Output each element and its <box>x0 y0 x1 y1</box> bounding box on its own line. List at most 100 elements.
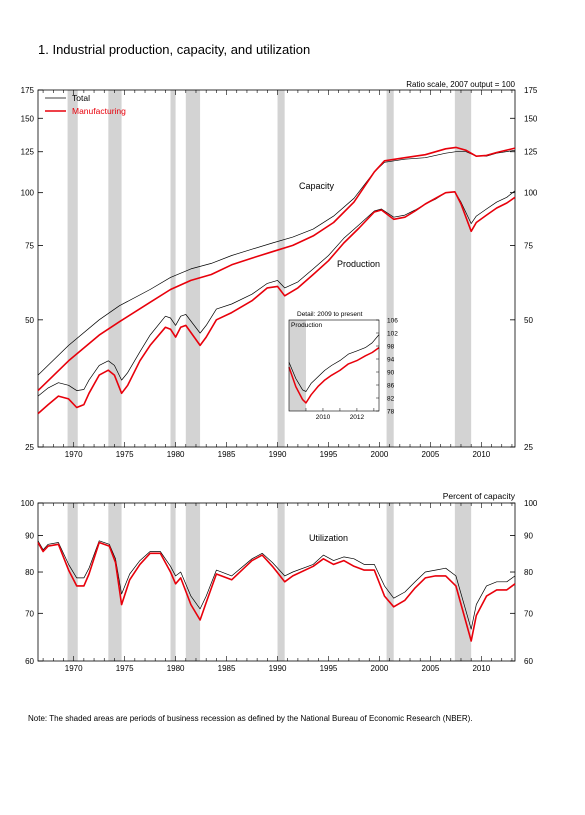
recession-band <box>277 503 285 661</box>
y-tick-label-right: 80 <box>524 568 533 577</box>
total-utilization-line <box>37 540 516 630</box>
inset-y-tick-label: 94 <box>387 357 395 364</box>
x-axis-ticks: 1970 1975 1980 1985 1990 1995 2000 2005 2010 <box>42 90 513 459</box>
y-tick-label-right: 125 <box>524 148 538 157</box>
x-tick-label: 2010 <box>472 664 490 673</box>
y-tick-label-right: 70 <box>524 609 533 618</box>
total-capacity-line <box>37 149 516 376</box>
recession-band <box>454 503 472 661</box>
x-tick-label: 1970 <box>65 450 83 459</box>
y-tick-label-left: 50 <box>25 316 34 325</box>
y-tick-label-left: 70 <box>25 609 34 618</box>
x-tick-label: 2010 <box>472 450 490 459</box>
inset-title: Detail: 2009 to present <box>297 311 363 318</box>
inset-y-tick-label: 78 <box>387 409 395 416</box>
inset-y-tick-label: 86 <box>387 383 395 390</box>
y-tick-label-left: 100 <box>21 499 35 508</box>
inset-frame <box>288 319 380 412</box>
inset-x-ticks: 2010 2012 <box>305 408 375 421</box>
top-chart-subtitle: Ratio scale, 2007 output = 100 <box>406 80 515 89</box>
recession-note: Note: The shaded areas are periods of bu… <box>28 714 473 723</box>
y-axis-ticks: 25 25 50 50 75 75 100 100 125 125 150 150 175 175 <box>21 86 538 452</box>
x-tick-label: 1990 <box>269 664 287 673</box>
legend-total-label: Total <box>72 93 90 103</box>
inset-y-tick-label: 90 <box>387 370 395 377</box>
inset-y-ticks: 78 82 86 90 94 98 102 106 <box>376 318 398 416</box>
recession-band <box>277 90 285 447</box>
y-tick-label-right: 175 <box>524 86 538 95</box>
inset-y-tick-label: 82 <box>387 396 395 403</box>
recession-band <box>67 90 78 447</box>
x-tick-label: 1985 <box>218 664 236 673</box>
inset-chart: 78 82 86 90 94 98 102 106 2010 2012 Detail: 2009… <box>288 311 398 421</box>
x-tick-label: 1975 <box>116 450 134 459</box>
inset-y-tick-label: 98 <box>387 344 395 351</box>
y-tick-label-right: 50 <box>524 316 533 325</box>
top-chart-frame <box>37 89 516 448</box>
inset-y-tick-label: 106 <box>387 318 398 325</box>
x-tick-label: 1980 <box>167 450 185 459</box>
recession-band <box>386 90 394 447</box>
inset-recession-band <box>289 320 306 411</box>
y-tick-label-left: 75 <box>25 241 34 250</box>
inset-recession-band <box>289 320 306 411</box>
x-tick-label: 1970 <box>65 664 83 673</box>
x-tick-label: 1985 <box>218 450 236 459</box>
x-tick-label: 1995 <box>320 664 338 673</box>
top-series <box>37 146 516 415</box>
legend: Total Manufacturing <box>45 93 126 116</box>
y-tick-label-left: 175 <box>21 86 35 95</box>
y-tick-label-right: 100 <box>524 189 538 198</box>
inset-total-line <box>288 334 380 392</box>
utilization-annotation: Utilization <box>309 533 348 543</box>
manufacturing-capacity-line <box>37 146 516 392</box>
recession-band <box>170 90 176 447</box>
x-tick-label: 2005 <box>422 664 440 673</box>
bottom-chart-frame <box>37 502 516 662</box>
legend-manufacturing-label: Manufacturing <box>72 106 126 116</box>
x-tick-label: 2000 <box>371 664 389 673</box>
x-tick-label: 1975 <box>116 664 134 673</box>
recession-bands <box>67 503 472 661</box>
y-tick-label-left: 100 <box>21 189 35 198</box>
recession-band <box>108 503 122 661</box>
y-tick-label-right: 25 <box>524 443 533 452</box>
manufacturing-production-line <box>37 191 516 415</box>
y-tick-label-right: 75 <box>524 241 533 250</box>
y-tick-label-left: 25 <box>25 443 34 452</box>
y-tick-label-right: 90 <box>524 532 533 541</box>
top-chart: 25 25 50 50 75 75 100 100 125 125 150 150 175 175 197… <box>21 80 538 459</box>
y-tick-label-left: 80 <box>25 568 34 577</box>
y-tick-label-right: 100 <box>524 499 538 508</box>
x-tick-label: 2005 <box>422 450 440 459</box>
recession-band <box>170 503 176 661</box>
y-tick-label-left: 60 <box>25 657 34 666</box>
capacity-annotation: Capacity <box>299 181 335 191</box>
x-tick-label: 1995 <box>320 450 338 459</box>
page-title: 1. Industrial production, capacity, and … <box>38 42 311 57</box>
x-axis-ticks: 1970 1975 1980 1985 1990 1995 2000 2005 2010 <box>42 503 513 673</box>
y-tick-label-right: 150 <box>524 114 538 123</box>
bottom-chart-subtitle: Percent of capacity <box>443 491 516 501</box>
y-tick-label-left: 90 <box>25 532 34 541</box>
inset-y-tick-label: 102 <box>387 331 398 338</box>
inset-series <box>288 334 380 404</box>
y-tick-label-left: 150 <box>21 114 35 123</box>
y-tick-label-left: 125 <box>21 148 35 157</box>
recession-band <box>386 503 394 661</box>
x-tick-label: 2000 <box>371 450 389 459</box>
inset-x-tick-label: 2010 <box>316 414 331 421</box>
recession-band <box>108 90 122 447</box>
inset-manufacturing-line <box>288 346 380 404</box>
inset-x-tick-label: 2012 <box>350 414 365 421</box>
inset-label: Production <box>291 322 322 329</box>
recession-bands <box>67 90 472 447</box>
x-tick-label: 1980 <box>167 664 185 673</box>
recession-band <box>454 90 472 447</box>
bottom-series <box>37 540 516 642</box>
y-tick-label-right: 60 <box>524 657 533 666</box>
x-tick-label: 1990 <box>269 450 287 459</box>
y-axis-ticks: 60 60 70 70 80 80 90 90 100 100 <box>21 499 538 666</box>
